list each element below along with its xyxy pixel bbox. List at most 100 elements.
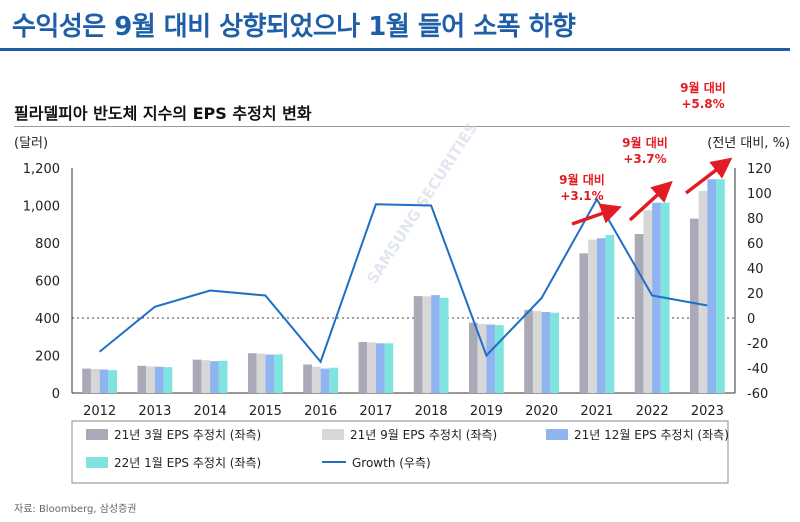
x-tick-label: 2017 [359, 404, 392, 419]
right-tick-label: 0 [747, 312, 755, 327]
source-note: 자료: Bloomberg, 삼성증권 [14, 504, 137, 515]
annotation-value: +5.8% [681, 97, 724, 111]
x-tick-label: 2020 [525, 404, 558, 419]
bar-series-1 [524, 309, 533, 393]
right-tick-label: -40 [747, 362, 768, 377]
x-tick-label: 2023 [691, 404, 724, 419]
bar-series-4 [108, 370, 118, 393]
right-tick-label: -20 [747, 337, 768, 352]
bar-series-2 [201, 360, 211, 393]
right-tick-label: 40 [747, 262, 764, 277]
right-tick-label: 120 [747, 162, 772, 177]
annotation-label: 9월 대비 [680, 80, 726, 95]
bar-series-4 [550, 312, 560, 393]
headline-rule [0, 48, 790, 51]
bar-series-4 [218, 360, 228, 393]
x-tick-label: 2018 [415, 404, 448, 419]
legend-swatch-1 [86, 429, 108, 440]
annotation-arrow [684, 157, 733, 195]
bar-series-2 [698, 190, 708, 393]
bar-series-4 [384, 343, 394, 393]
bar-series-3 [652, 202, 661, 393]
bar-series-3 [541, 312, 551, 393]
legend-label-3: 21년 12월 EPS 추정치 (좌측) [574, 428, 729, 442]
left-tick-label: 0 [52, 387, 60, 402]
bar-series-2 [367, 342, 376, 393]
bar-series-4 [439, 297, 449, 393]
legend-swatch-4 [86, 457, 108, 468]
x-tick-label: 2016 [304, 404, 337, 419]
bar-series-1 [192, 359, 202, 393]
bar-series-4 [605, 234, 615, 393]
bar-series-2 [256, 353, 266, 393]
x-tick-label: 2015 [249, 404, 282, 419]
bar-series-1 [358, 342, 368, 393]
legend-box [71, 420, 729, 484]
right-tick-label: -60 [747, 387, 768, 402]
annotation-value: +3.1% [560, 189, 603, 203]
bar-series-1 [634, 234, 644, 393]
annotation-arrow [628, 180, 673, 222]
bar-series-2 [422, 296, 432, 393]
bar-series-2 [311, 366, 321, 393]
bar-series-3 [210, 361, 219, 393]
bar-series-1 [579, 253, 589, 393]
bar-series-3 [707, 179, 717, 393]
x-tick-label: 2012 [83, 404, 116, 419]
bar-series-3 [596, 238, 606, 393]
bar-series-1 [82, 368, 91, 393]
bar-series-2 [643, 210, 653, 393]
annotation-arrow [571, 203, 622, 226]
bar-series-1 [689, 218, 699, 393]
bar-series-3 [320, 368, 330, 393]
bar-series-4 [716, 179, 725, 393]
bar-series-2 [146, 366, 155, 393]
x-tick-label: 2021 [580, 404, 613, 419]
bar-series-3 [154, 366, 164, 393]
bar-series-3 [99, 369, 109, 393]
right-tick-label: 20 [747, 287, 764, 302]
bar-series-3 [375, 343, 385, 393]
legend-label-4: 22년 1월 EPS 추정치 (좌측) [114, 456, 261, 470]
legend-swatch-3 [546, 429, 568, 440]
x-tick-label: 2022 [636, 404, 669, 419]
left-tick-label: 400 [35, 312, 60, 327]
bar-series-2 [532, 311, 542, 393]
right-tick-label: 80 [747, 212, 764, 227]
annotation-label: 9월 대비 [559, 172, 605, 187]
bar-series-1 [137, 365, 147, 393]
left-tick-label: 200 [35, 350, 60, 365]
x-tick-label: 2013 [138, 404, 171, 419]
bar-series-4 [163, 367, 173, 393]
right-axis-unit: (전년 대비, %) [707, 136, 790, 151]
left-tick-label: 1,200 [23, 162, 60, 177]
left-tick-label: 1,000 [23, 200, 60, 215]
bar-series-2 [588, 239, 597, 393]
bar-series-1 [303, 364, 312, 393]
right-tick-label: 100 [747, 187, 772, 202]
title-rule [14, 126, 790, 127]
legend-label-growth: Growth (우측) [352, 456, 431, 470]
annotation-label: 9월 대비 [622, 135, 668, 150]
bar-series-3 [486, 324, 496, 393]
x-tick-label: 2014 [194, 404, 227, 419]
legend-swatch-2 [322, 429, 344, 440]
bar-series-2 [90, 369, 100, 393]
x-tick-label: 2019 [470, 404, 503, 419]
bar-series-1 [413, 296, 423, 393]
bar-series-4 [329, 367, 339, 393]
bar-series-1 [468, 322, 478, 393]
page-headline: 수익성은 9월 대비 상향되었으나 1월 들어 소폭 하향 [12, 12, 576, 42]
watermark-text: SAMSUNG SECURITIES [363, 119, 481, 287]
bar-series-4 [274, 354, 283, 393]
legend-label-1: 21년 3월 EPS 추정치 (좌측) [114, 428, 261, 442]
legend-label-2: 21년 9월 EPS 추정치 (좌측) [350, 428, 497, 442]
bar-series-3 [265, 354, 275, 393]
bar-series-1 [247, 353, 257, 393]
left-tick-label: 800 [35, 237, 60, 252]
chart-title: 필라델피아 반도체 지수의 EPS 추정치 변화 [14, 104, 312, 123]
left-axis-unit: (달러) [14, 136, 48, 151]
annotation-value: +3.7% [623, 152, 666, 166]
bar-series-3 [431, 295, 440, 393]
